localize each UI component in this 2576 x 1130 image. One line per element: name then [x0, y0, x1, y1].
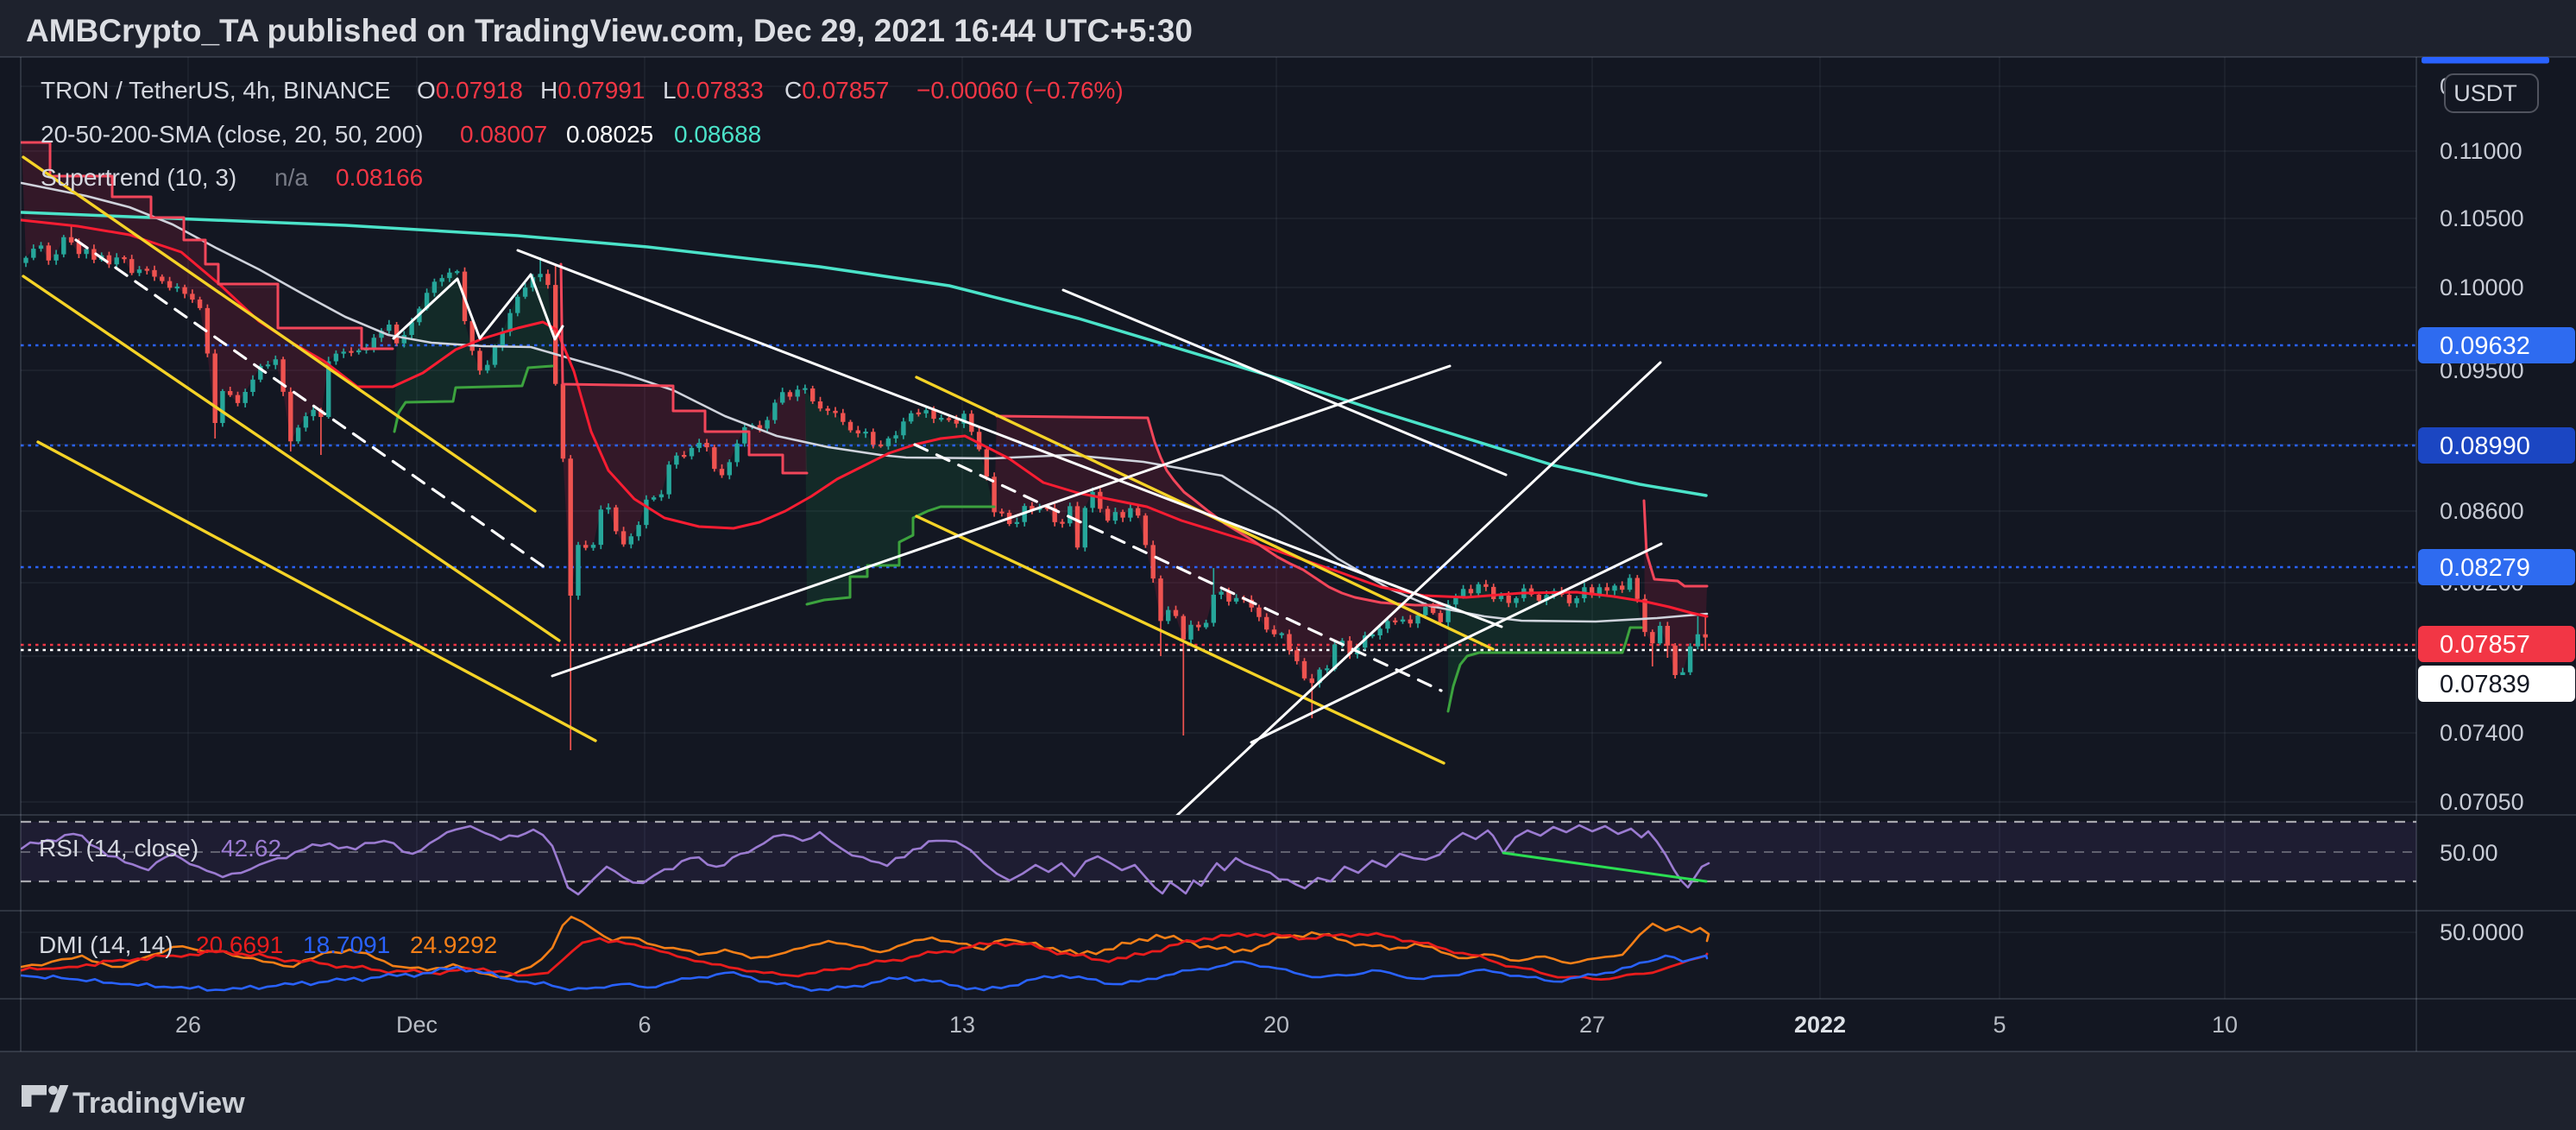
svg-text:TradingView: TradingView — [72, 1087, 245, 1120]
svg-text:20.6691: 20.6691 — [196, 931, 283, 958]
svg-text:O0.07918: O0.07918 — [417, 77, 523, 104]
svg-text:20: 20 — [1263, 1012, 1289, 1038]
svg-text:0.08166: 0.08166 — [336, 164, 423, 191]
svg-text:Supertrend (10, 3): Supertrend (10, 3) — [41, 164, 236, 191]
svg-text:24.9292: 24.9292 — [410, 931, 497, 958]
svg-text:50.0000: 50.0000 — [2440, 919, 2524, 945]
svg-text:H0.07991: H0.07991 — [540, 77, 645, 104]
svg-text:L0.07833: L0.07833 — [663, 77, 764, 104]
svg-text:42.62: 42.62 — [221, 835, 281, 862]
svg-text:TRON / TetherUS, 4h, BINANCE: TRON / TetherUS, 4h, BINANCE — [41, 77, 391, 104]
svg-text:26: 26 — [175, 1012, 201, 1038]
svg-text:0.07400: 0.07400 — [2440, 720, 2524, 746]
svg-text:0.11000: 0.11000 — [2440, 138, 2522, 164]
svg-text:18.7091: 18.7091 — [303, 931, 390, 958]
svg-text:13: 13 — [949, 1012, 975, 1038]
svg-text:USDT: USDT — [2453, 80, 2517, 106]
svg-text:0.10000: 0.10000 — [2440, 275, 2524, 300]
svg-text:0.07839: 0.07839 — [2440, 671, 2530, 698]
svg-text:Dec: Dec — [396, 1012, 438, 1038]
svg-text:5: 5 — [1993, 1012, 2006, 1038]
svg-text:0.08007: 0.08007 — [460, 121, 547, 148]
svg-text:6: 6 — [638, 1012, 651, 1038]
svg-text:10: 10 — [2212, 1012, 2238, 1038]
svg-text:2022: 2022 — [1794, 1012, 1846, 1038]
svg-text:AMBCrypto_TA published on Trad: AMBCrypto_TA published on TradingView.co… — [26, 13, 1193, 48]
svg-text:0.08025: 0.08025 — [566, 121, 653, 148]
svg-text:0.08688: 0.08688 — [674, 121, 761, 148]
svg-text:DMI (14, 14): DMI (14, 14) — [39, 931, 173, 958]
svg-text:0.09632: 0.09632 — [2440, 332, 2530, 360]
svg-text:20-50-200-SMA (close, 20, 50,: 20-50-200-SMA (close, 20, 50, 200) — [41, 121, 424, 148]
svg-text:0.07050: 0.07050 — [2440, 789, 2524, 815]
svg-text:C0.07857: C0.07857 — [784, 77, 889, 104]
svg-text:0.10500: 0.10500 — [2440, 205, 2524, 231]
svg-text:50.00: 50.00 — [2440, 840, 2498, 866]
svg-text:0.08279: 0.08279 — [2440, 554, 2530, 582]
svg-text:−0.00060 (−0.76%): −0.00060 (−0.76%) — [916, 77, 1124, 104]
svg-text:0.07857: 0.07857 — [2440, 631, 2530, 659]
svg-text:0.08990: 0.08990 — [2440, 432, 2530, 460]
svg-text:0.08600: 0.08600 — [2440, 498, 2524, 524]
svg-text:RSI (14, close): RSI (14, close) — [39, 835, 198, 862]
svg-text:n/a: n/a — [274, 164, 308, 191]
svg-text:27: 27 — [1579, 1012, 1605, 1038]
